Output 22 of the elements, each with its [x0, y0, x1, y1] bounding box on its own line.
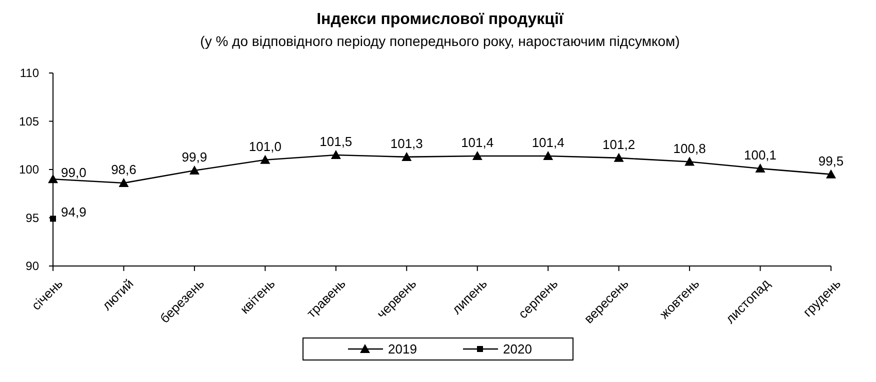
legend-label: 2019 [388, 342, 417, 357]
data-label: 101,4 [461, 134, 494, 150]
data-label: 100,8 [673, 140, 706, 156]
data-label: 99,9 [182, 149, 208, 164]
data-label: 101,3 [390, 136, 423, 151]
data-label: 101,0 [248, 138, 282, 154]
data-label: 99,5 [818, 153, 844, 168]
chart-subtitle: (у % до відповідного періоду попереднього року, наростаючим підсумком) [200, 33, 680, 49]
data-label: 101,2 [602, 136, 636, 152]
data-label: 101,5 [320, 134, 352, 150]
data-label: 99,0 [61, 165, 86, 180]
data-label: 98,6 [111, 162, 136, 178]
data-label: 100,1 [744, 148, 777, 163]
y-tick-label: 100 [18, 162, 40, 177]
legend-label: 2020 [503, 342, 532, 357]
data-label: 101,4 [532, 134, 564, 150]
y-tick-label: 110 [20, 66, 40, 80]
y-tick-label: 95 [26, 210, 40, 225]
data-label: 94,9 [61, 204, 86, 220]
y-tick-label: 105 [18, 114, 40, 128]
y-tick-label: 90 [26, 259, 40, 274]
chart-title: Індекси промислової продукції [316, 11, 564, 28]
